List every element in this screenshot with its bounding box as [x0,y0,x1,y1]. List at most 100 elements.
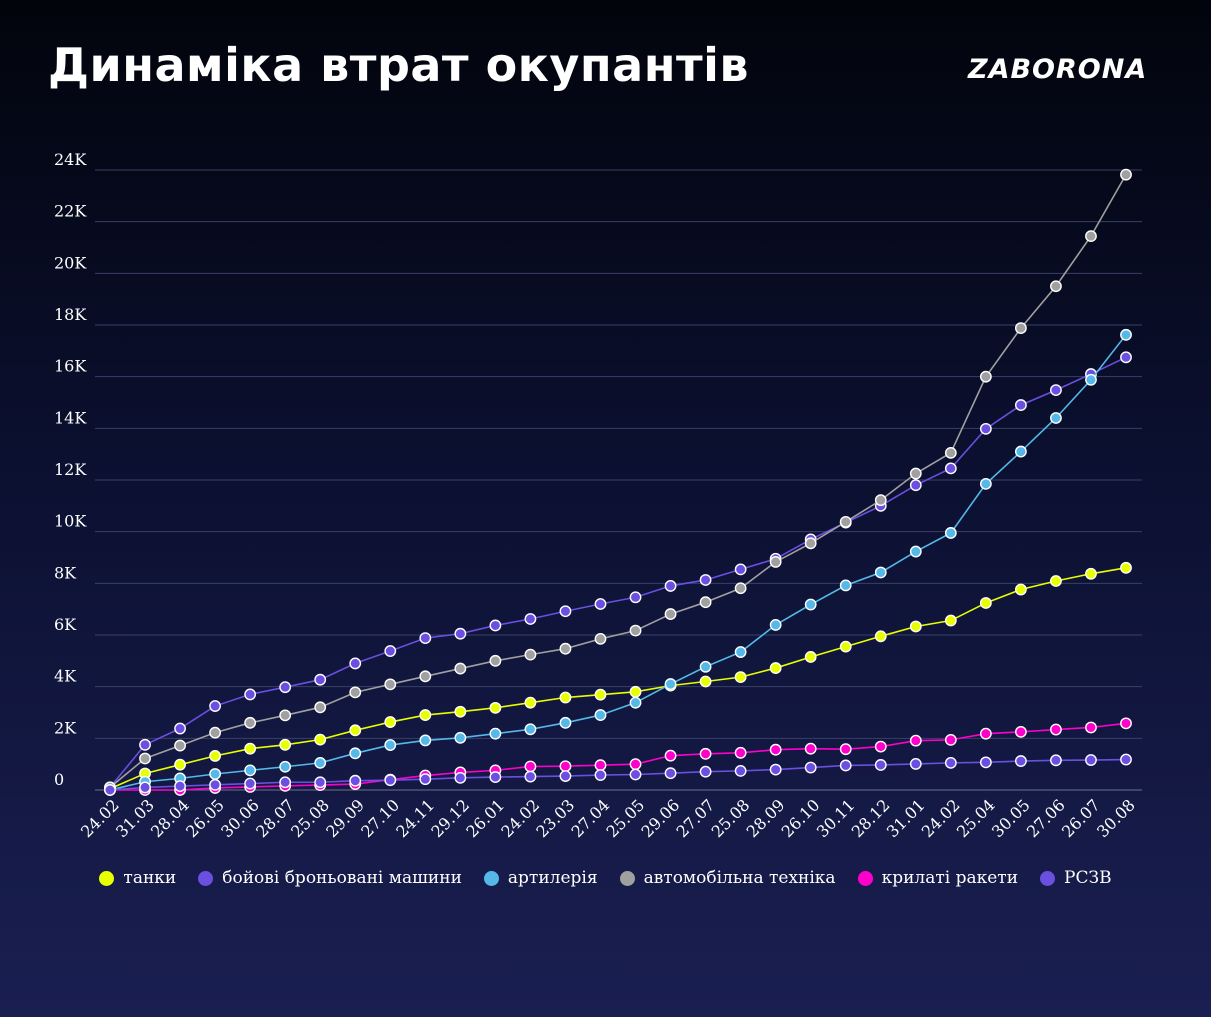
data-point [524,696,537,709]
data-point [349,686,362,699]
x-tick-label: 30.11 [813,795,859,841]
data-point [944,756,957,769]
x-tick-label: 23.03 [532,795,578,841]
data-point [559,716,572,729]
y-tick-label: 22K [54,202,87,221]
data-point [489,727,502,740]
data-point [244,742,257,755]
data-point [629,591,642,604]
data-point [909,479,922,492]
data-point [419,632,432,644]
data-point [419,670,432,683]
data-point [349,657,362,670]
data-point [1050,723,1062,736]
data-point [664,608,677,620]
data-point [979,477,992,490]
data-point [769,555,782,568]
data-point [314,776,327,789]
data-point [769,662,782,674]
x-tick-label: 28.04 [147,795,193,841]
legend-label: танки [123,868,177,888]
x-tick-label: 24.11 [392,795,438,841]
data-point [489,701,502,714]
data-point [594,598,607,610]
data-point [1085,721,1097,734]
data-point [909,467,922,480]
data-point [139,738,151,751]
legend-swatch [1040,870,1056,886]
data-point [489,654,502,667]
data-point [454,771,467,784]
data-point [1014,399,1027,411]
data-point [209,768,222,780]
x-tick-label: 25.08 [287,795,333,841]
series-line-3 [109,174,1127,789]
data-point [489,771,502,783]
x-tick-label: 30.08 [1093,795,1139,841]
data-point [209,726,222,739]
y-tick-label: 16K [54,357,87,376]
x-tick-label: 25.08 [708,795,754,841]
data-point [454,627,467,640]
legend-item: артилерія [483,868,598,888]
series-line-1 [109,356,1127,788]
legend-label: бойові броньовані машини [222,868,462,888]
legend-item: танки [99,868,176,888]
x-axis: 24.0231.0328.0426.0530.0628.0725.0829.09… [77,795,1139,841]
data-point [279,776,292,789]
data-point [1120,717,1132,730]
data-point [454,705,467,718]
data-point [174,722,186,735]
data-point [874,740,887,753]
x-tick-label: 28.09 [743,795,789,841]
data-point [524,723,537,736]
data-point [1085,567,1097,580]
data-point [839,759,852,772]
data-point [629,758,642,771]
data-point [804,761,817,774]
data-point [1014,583,1027,596]
legend-swatch [99,870,115,886]
data-point [699,765,712,778]
legend-label: РСЗВ [1064,868,1112,888]
data-point [209,700,222,712]
data-point [454,662,467,675]
data-point [1120,561,1132,574]
x-tick-label: 24.02 [77,795,123,841]
data-point [979,727,992,740]
data-point [209,750,222,762]
x-tick-label: 24.02 [918,795,964,841]
data-point [769,619,782,631]
legend-item: РСЗВ [1040,868,1112,888]
y-axis: 0 2K 4K 6K 8K 10K 12K 14K 16K 18K 20K 22K 24K [54,150,87,789]
data-point [629,624,642,637]
data-point [769,743,782,756]
data-point [314,733,327,746]
data-point [979,597,992,609]
series-line-4 [110,722,1127,791]
data-point [979,422,992,435]
data-point [874,759,887,771]
y-tick-label: 24K [54,150,87,169]
legend-swatch [857,870,873,886]
data-point [944,733,957,746]
data-point [559,642,572,655]
data-point [734,764,747,777]
legend-item: автомобільна техніка [619,868,836,888]
data-point [559,770,572,782]
data-point [524,648,537,661]
data-point [804,742,817,755]
data-point [314,673,327,686]
data-point [104,784,116,796]
y-tick-label: 8K [54,563,77,582]
x-tick-label: 27.06 [1023,795,1069,841]
x-tick-label: 24.02 [497,795,543,841]
data-point [174,739,186,752]
data-point [594,769,607,781]
data-point [734,582,747,595]
data-point [384,645,397,657]
data-point [944,614,957,627]
data-point [489,619,502,632]
data-point [804,651,817,663]
